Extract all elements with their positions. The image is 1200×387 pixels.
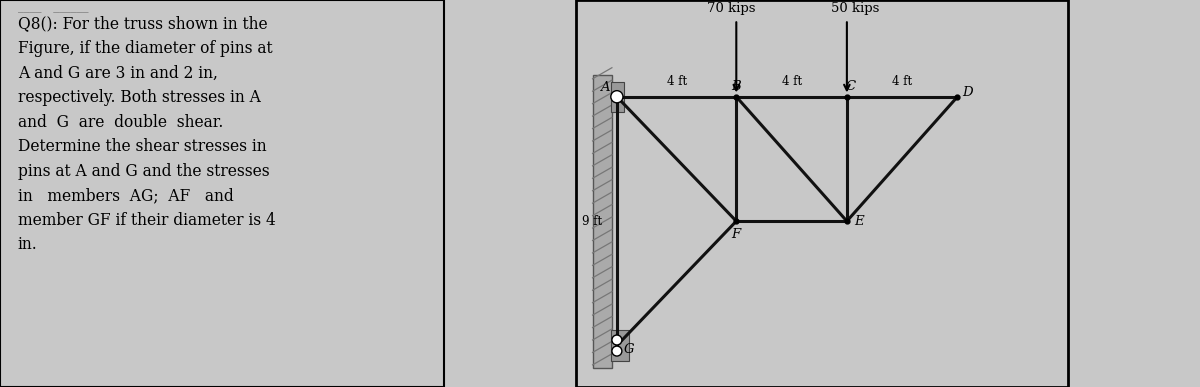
Text: G: G — [624, 343, 635, 356]
Text: Q8(): For the truss shown in the
Figure, if the diameter of pins at
A and G are : Q8(): For the truss shown in the Figure,… — [18, 15, 276, 253]
Text: D: D — [962, 86, 972, 99]
Text: 4 ft: 4 ft — [666, 75, 686, 88]
Text: 50 kips: 50 kips — [830, 2, 880, 15]
Text: 4 ft: 4 ft — [781, 75, 802, 88]
Text: 9 ft: 9 ft — [582, 215, 602, 228]
Text: 70 kips: 70 kips — [707, 2, 755, 15]
Circle shape — [611, 91, 623, 103]
FancyBboxPatch shape — [611, 330, 629, 361]
Text: E: E — [854, 215, 864, 228]
Circle shape — [612, 346, 622, 356]
Text: C: C — [845, 80, 856, 93]
Circle shape — [612, 335, 622, 345]
Text: F: F — [732, 228, 740, 241]
Bar — [576, 0, 1068, 387]
Text: B: B — [732, 80, 742, 93]
Text: 4 ft: 4 ft — [892, 75, 912, 88]
FancyBboxPatch shape — [611, 82, 624, 112]
Bar — [593, 75, 612, 368]
Text: ____  ______: ____ ______ — [18, 2, 89, 12]
Text: A: A — [600, 80, 610, 94]
